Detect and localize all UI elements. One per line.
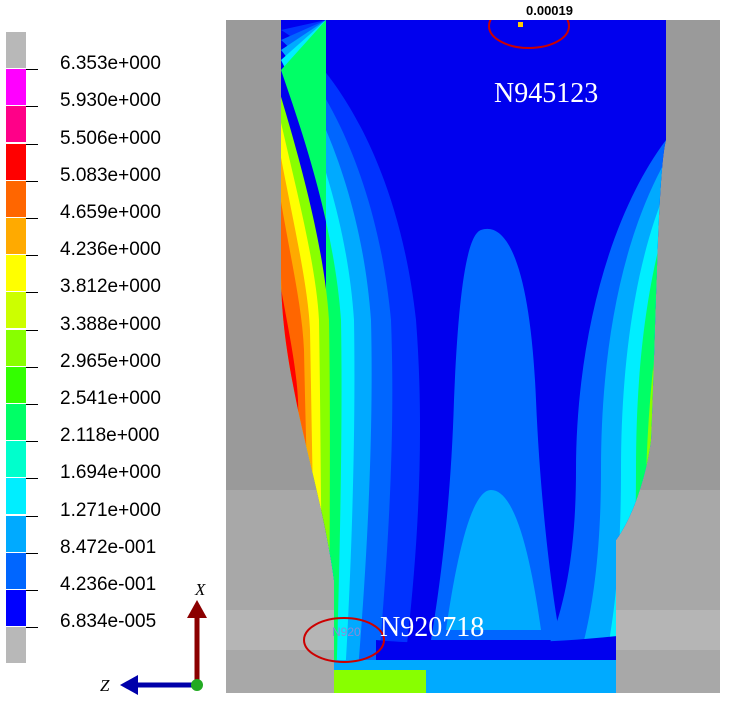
legend-swatch bbox=[6, 404, 26, 440]
legend-swatch bbox=[6, 329, 26, 366]
legend-swatch bbox=[6, 32, 26, 68]
legend-label: 5.083e+000 bbox=[60, 164, 161, 186]
legend-tick bbox=[26, 478, 38, 480]
legend-label: 4.236e+000 bbox=[60, 239, 161, 261]
legend-label: 1.694e+000 bbox=[60, 462, 161, 484]
x-axis-arrow bbox=[187, 600, 207, 618]
y-axis-dot bbox=[191, 679, 203, 691]
legend-label: 4.236e-001 bbox=[60, 574, 157, 595]
legend-tick bbox=[26, 441, 38, 443]
legend-tick bbox=[26, 404, 38, 405]
legend-tick bbox=[26, 180, 38, 182]
contour-plot bbox=[226, 20, 720, 693]
top-value-label: 0.00019 bbox=[526, 3, 573, 18]
bottom-bowl bbox=[376, 635, 626, 668]
legend-label: 3.812e+000 bbox=[60, 276, 161, 298]
central-plume-inner bbox=[446, 490, 541, 630]
legend-label: 5.506e+000 bbox=[60, 127, 161, 149]
legend-swatch bbox=[6, 366, 26, 403]
z-axis-arrow bbox=[120, 675, 138, 695]
central-plume bbox=[431, 228, 561, 640]
legend-label: 5.930e+000 bbox=[60, 90, 161, 112]
legend-tick bbox=[26, 627, 38, 629]
legend-tick bbox=[26, 255, 38, 257]
legend-tick bbox=[26, 329, 38, 331]
color-legend: 6.353e+000 5.930e+000 5.506e+000 5.083e+000… bbox=[0, 0, 220, 709]
legend-swatch bbox=[6, 69, 26, 106]
x-axis-label: X bbox=[195, 580, 206, 599]
legend-swatch bbox=[6, 106, 26, 143]
top-node-circle bbox=[488, 20, 570, 49]
legend-swatch bbox=[6, 292, 26, 329]
legend-label: 2.118e+000 bbox=[60, 425, 160, 447]
legend-label: 6.353e+000 bbox=[60, 53, 161, 75]
z-axis-label: Z bbox=[100, 676, 110, 695]
bottom-node-label: N920718 bbox=[380, 612, 485, 643]
legend-tick bbox=[26, 292, 38, 294]
legend-tick bbox=[26, 143, 38, 145]
legend-tick bbox=[26, 515, 38, 517]
legend-tick bbox=[26, 106, 38, 108]
legend-swatch bbox=[6, 552, 26, 589]
legend-tick bbox=[26, 552, 38, 554]
legend-swatch bbox=[6, 255, 26, 292]
legend-swatch bbox=[6, 218, 26, 254]
legend-label: 2.541e+000 bbox=[60, 388, 161, 409]
top-node-marker bbox=[518, 22, 523, 27]
legend-label: 4.659e+000 bbox=[60, 202, 161, 223]
axis-triad bbox=[120, 600, 207, 695]
legend-tick bbox=[26, 590, 38, 591]
legend-swatch bbox=[6, 143, 26, 180]
legend-label: 2.965e+000 bbox=[60, 350, 161, 372]
legend-label: 8.472e-001 bbox=[60, 536, 157, 558]
legend-label: 3.388e+000 bbox=[60, 313, 161, 335]
legend-swatch bbox=[6, 627, 26, 664]
legend-swatch bbox=[6, 180, 26, 217]
legend-label: 6.834e-005 bbox=[60, 611, 157, 633]
legend-tick bbox=[26, 366, 38, 368]
bottom-band-left bbox=[334, 670, 426, 693]
legend-swatch bbox=[6, 515, 26, 552]
legend-swatch bbox=[6, 590, 26, 626]
legend-label: 1.271e+000 bbox=[60, 499, 161, 521]
legend-tick bbox=[26, 69, 38, 71]
legend-swatch bbox=[6, 441, 26, 478]
bottom-node-circle bbox=[303, 617, 385, 663]
top-node-label: N945123 bbox=[494, 78, 599, 109]
legend-swatch bbox=[6, 478, 26, 515]
legend-tick bbox=[26, 218, 38, 219]
bottom-small-node-label: N920 bbox=[332, 625, 361, 639]
